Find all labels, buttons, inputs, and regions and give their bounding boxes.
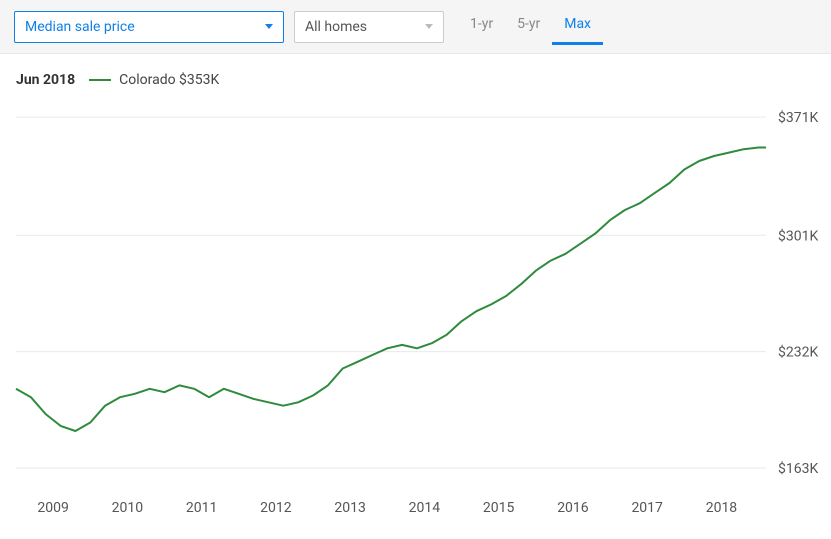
svg-text:2016: 2016 (557, 500, 589, 516)
chart-legend: Jun 2018 Colorado $353K (0, 54, 831, 92)
legend-series-label: Colorado $353K (119, 72, 219, 88)
svg-text:2009: 2009 (37, 500, 68, 516)
time-range-group: 1-yr 5-yr Max (458, 8, 603, 45)
svg-text:2010: 2010 (112, 500, 144, 516)
line-chart: $163K $232K $301K $371K 2009 2010 2011 2012 2013… (0, 92, 831, 524)
svg-text:2015: 2015 (483, 500, 515, 516)
caret-down-icon (265, 24, 273, 29)
chart-area: $163K $232K $301K $371K 2009 2010 2011 2012 2013… (0, 92, 831, 524)
range-1yr[interactable]: 1-yr (458, 8, 505, 45)
chart-toolbar: Median sale price All homes 1-yr 5-yr Ma… (0, 0, 831, 54)
home-type-dropdown[interactable]: All homes (294, 11, 444, 43)
svg-text:2017: 2017 (631, 500, 663, 516)
svg-text:2014: 2014 (409, 500, 441, 516)
legend-series: Colorado $353K (89, 72, 219, 88)
home-type-dropdown-label: All homes (305, 19, 367, 35)
svg-text:$301K: $301K (778, 227, 818, 244)
legend-date: Jun 2018 (16, 72, 75, 88)
metric-dropdown[interactable]: Median sale price (14, 11, 284, 43)
range-5yr[interactable]: 5-yr (505, 8, 552, 45)
svg-text:2012: 2012 (260, 500, 292, 516)
metric-dropdown-label: Median sale price (25, 19, 135, 35)
series-line-colorado (16, 148, 766, 432)
svg-text:2018: 2018 (706, 500, 738, 516)
range-max[interactable]: Max (552, 8, 603, 45)
svg-text:$232K: $232K (778, 344, 818, 361)
svg-text:2013: 2013 (334, 500, 365, 516)
svg-text:$163K: $163K (778, 460, 818, 477)
legend-swatch (89, 79, 111, 81)
caret-down-icon (425, 24, 433, 29)
svg-text:$371K: $371K (778, 109, 818, 126)
svg-text:2011: 2011 (186, 500, 217, 516)
